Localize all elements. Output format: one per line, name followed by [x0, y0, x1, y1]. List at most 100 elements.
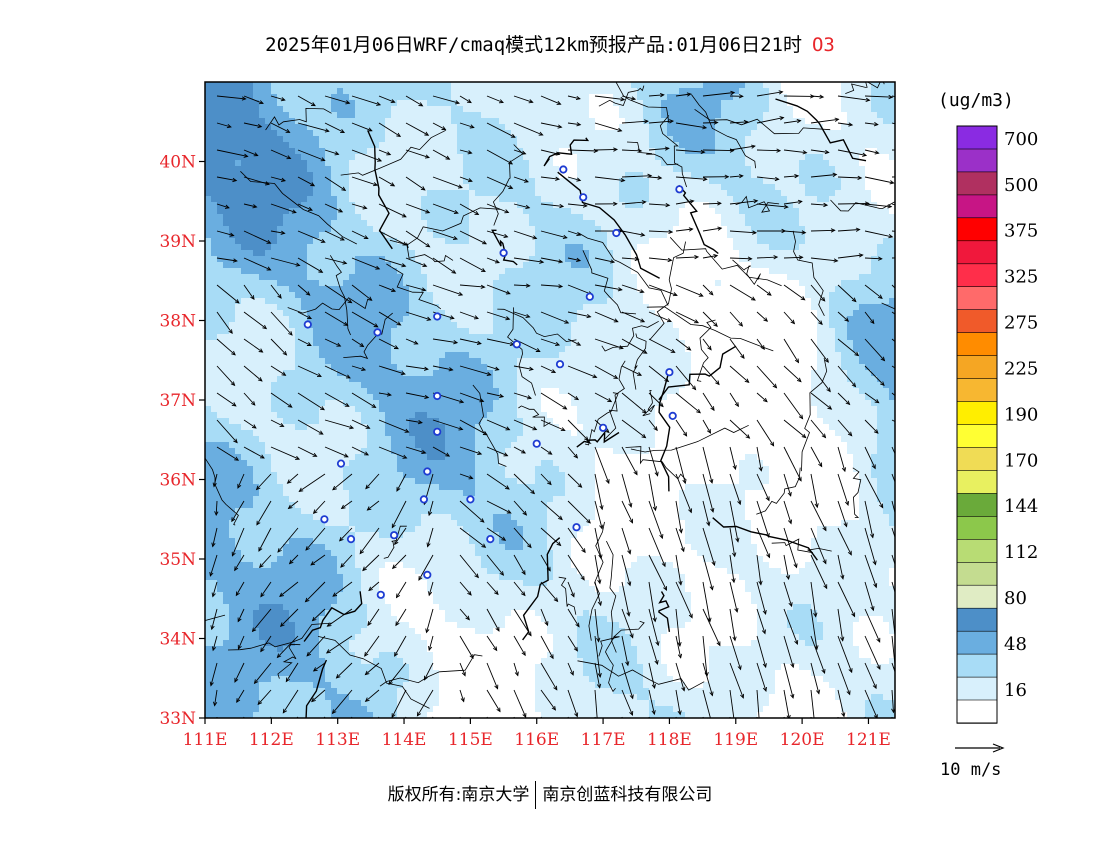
field-cell [355, 196, 362, 203]
field-cell [631, 334, 638, 341]
field-cell [241, 268, 248, 275]
field-cell [781, 226, 788, 233]
field-cell [409, 190, 416, 197]
field-cell [709, 232, 716, 239]
field-cell [757, 208, 764, 215]
field-cell [331, 220, 338, 227]
field-cell [541, 130, 548, 137]
field-cell [523, 256, 530, 263]
field-cell [637, 322, 644, 329]
field-cell [445, 112, 452, 119]
field-cell [631, 94, 638, 101]
field-cell [817, 178, 824, 185]
field-cell [283, 286, 290, 293]
field-cell [619, 322, 626, 329]
field-cell [439, 196, 446, 203]
field-cell [733, 184, 740, 191]
field-cell [349, 160, 356, 167]
field-cell [679, 94, 686, 101]
field-cell [241, 322, 248, 329]
field-cell [403, 148, 410, 155]
field-cell [433, 124, 440, 131]
field-cell [571, 130, 578, 137]
field-cell [643, 178, 650, 185]
field-cell [811, 250, 818, 257]
field-cell [217, 160, 224, 167]
field-cell [421, 124, 428, 131]
field-cell [799, 124, 806, 131]
field-cell [595, 250, 602, 257]
field-cell [211, 154, 218, 161]
field-cell [631, 124, 638, 131]
field-cell [661, 250, 668, 257]
field-cell [463, 238, 470, 245]
field-cell [523, 142, 530, 149]
field-cell [721, 202, 728, 209]
field-cell [781, 160, 788, 167]
field-cell [289, 106, 296, 113]
field-cell [589, 214, 596, 221]
field-cell [745, 196, 752, 203]
field-cell [433, 172, 440, 179]
field-cell [643, 310, 650, 317]
field-cell [823, 190, 830, 197]
field-cell [595, 112, 602, 119]
field-cell [325, 286, 332, 293]
field-cell [541, 244, 548, 251]
field-cell [205, 184, 212, 191]
field-cell [217, 166, 224, 173]
field-cell [397, 184, 404, 191]
field-cell [877, 154, 884, 161]
field-cell [607, 262, 614, 269]
field-cell [235, 256, 242, 263]
field-cell [757, 268, 764, 275]
field-cell [679, 202, 686, 209]
field-cell [307, 154, 314, 161]
field-cell [343, 166, 350, 173]
field-cell [463, 184, 470, 191]
field-cell [391, 160, 398, 167]
field-cell [283, 94, 290, 101]
field-cell [703, 220, 710, 227]
field-cell [841, 184, 848, 191]
field-cell [511, 136, 518, 143]
field-cell [613, 184, 620, 191]
field-cell [295, 214, 302, 221]
field-cell [619, 208, 626, 215]
field-cell [475, 250, 482, 257]
field-cell [259, 226, 266, 233]
field-cell [721, 226, 728, 233]
field-cell [379, 178, 386, 185]
field-cell [259, 298, 266, 305]
field-cell [469, 142, 476, 149]
field-cell [769, 130, 776, 137]
field-cell [859, 166, 866, 173]
field-cell [379, 250, 386, 257]
field-cell [871, 244, 878, 251]
field-cell [655, 118, 662, 125]
field-cell [871, 220, 878, 227]
field-cell [223, 238, 230, 245]
field-cell [241, 136, 248, 143]
field-cell [613, 328, 620, 335]
field-cell [655, 220, 662, 227]
field-cell [313, 178, 320, 185]
field-cell [871, 148, 878, 155]
field-cell [379, 106, 386, 113]
field-cell [625, 130, 632, 137]
field-cell [589, 172, 596, 179]
field-cell [757, 184, 764, 191]
field-cell [691, 322, 698, 329]
field-cell [499, 124, 506, 131]
field-cell [385, 256, 392, 263]
field-cell [277, 274, 284, 281]
field-cell [793, 304, 800, 311]
field-cell [769, 232, 776, 239]
field-cell [889, 136, 895, 143]
field-cell [415, 160, 422, 167]
field-cell [775, 166, 782, 173]
field-cell [427, 322, 434, 329]
field-cell [517, 142, 524, 149]
field-cell [361, 208, 368, 215]
field-cell [433, 322, 440, 329]
